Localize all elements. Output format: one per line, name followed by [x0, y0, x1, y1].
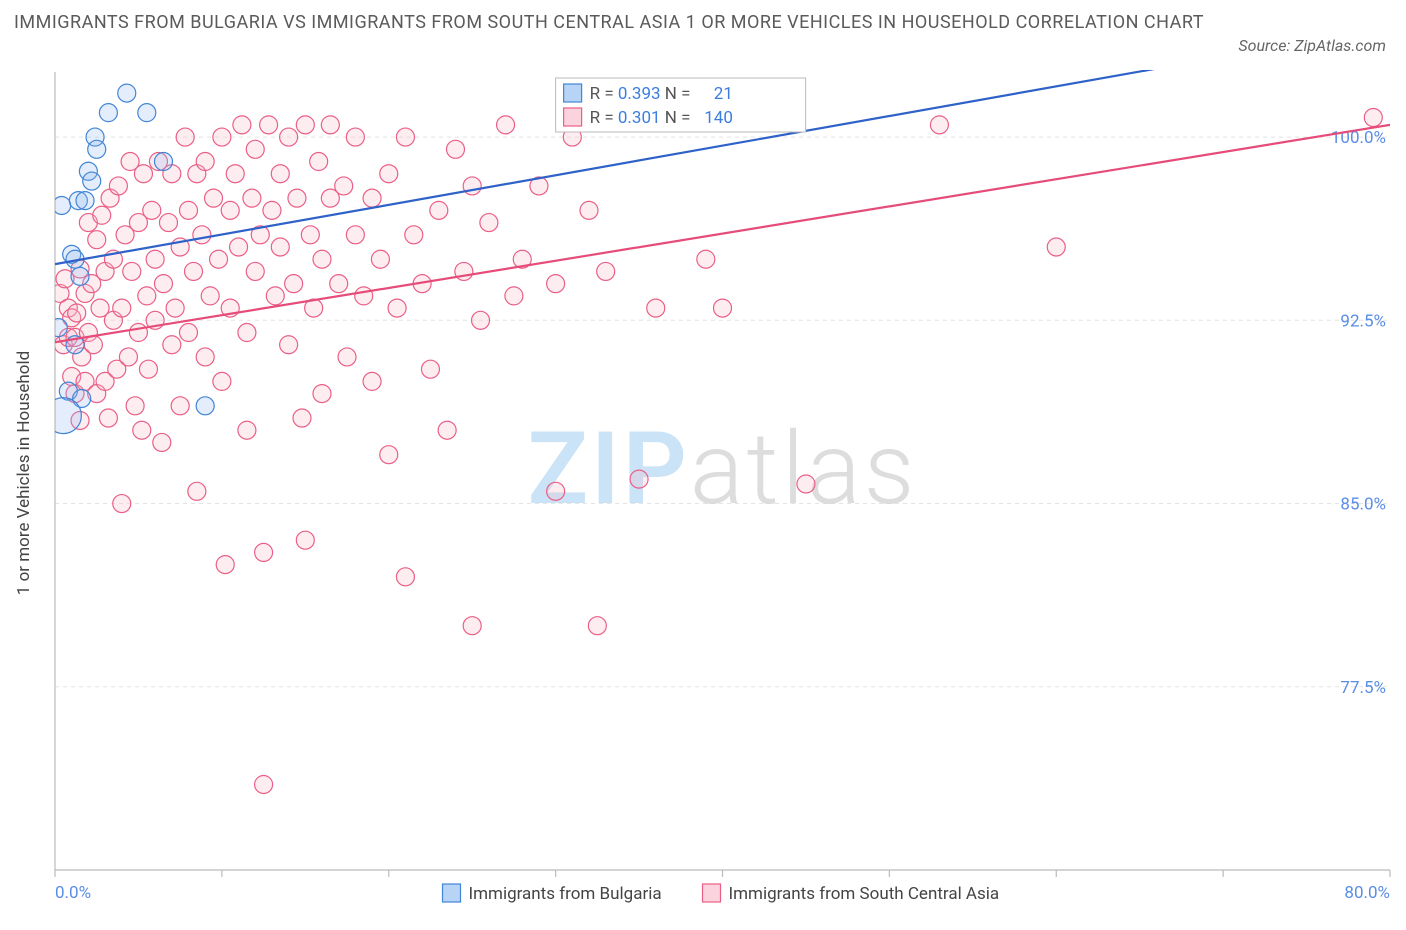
chart-title: IMMIGRANTS FROM BULGARIA VS IMMIGRANTS F… — [14, 10, 1392, 36]
x-tick-label: 80.0% — [1344, 883, 1390, 903]
y-axis-label: 1 or more Vehicles in Household — [14, 351, 34, 595]
y-tick-label: 77.5% — [1340, 678, 1386, 698]
source-attribution: Source: ZipAtlas.com — [1238, 36, 1386, 55]
y-tick-label: 92.5% — [1340, 311, 1386, 331]
x-tick-label: 0.0% — [55, 883, 91, 903]
chart-container: ZIPatlas77.5%85.0%92.5%100.0%0.0%80.0%1 … — [0, 70, 1406, 930]
y-tick-label: 85.0% — [1340, 495, 1386, 515]
correlation-stats-sc_asia: R = 0.301 N = 140 — [590, 108, 733, 128]
scatter-chart: ZIPatlas77.5%85.0%92.5%100.0%0.0%80.0%1 … — [0, 70, 1406, 930]
legend-label-bulgaria: Immigrants from Bulgaria — [469, 884, 662, 904]
svg-text:ZIPatlas: ZIPatlas — [528, 411, 918, 528]
legend-label-sc-asia: Immigrants from South Central Asia — [729, 884, 1000, 904]
correlation-stats-bulgaria: R = 0.393 N = 21 — [590, 84, 733, 104]
